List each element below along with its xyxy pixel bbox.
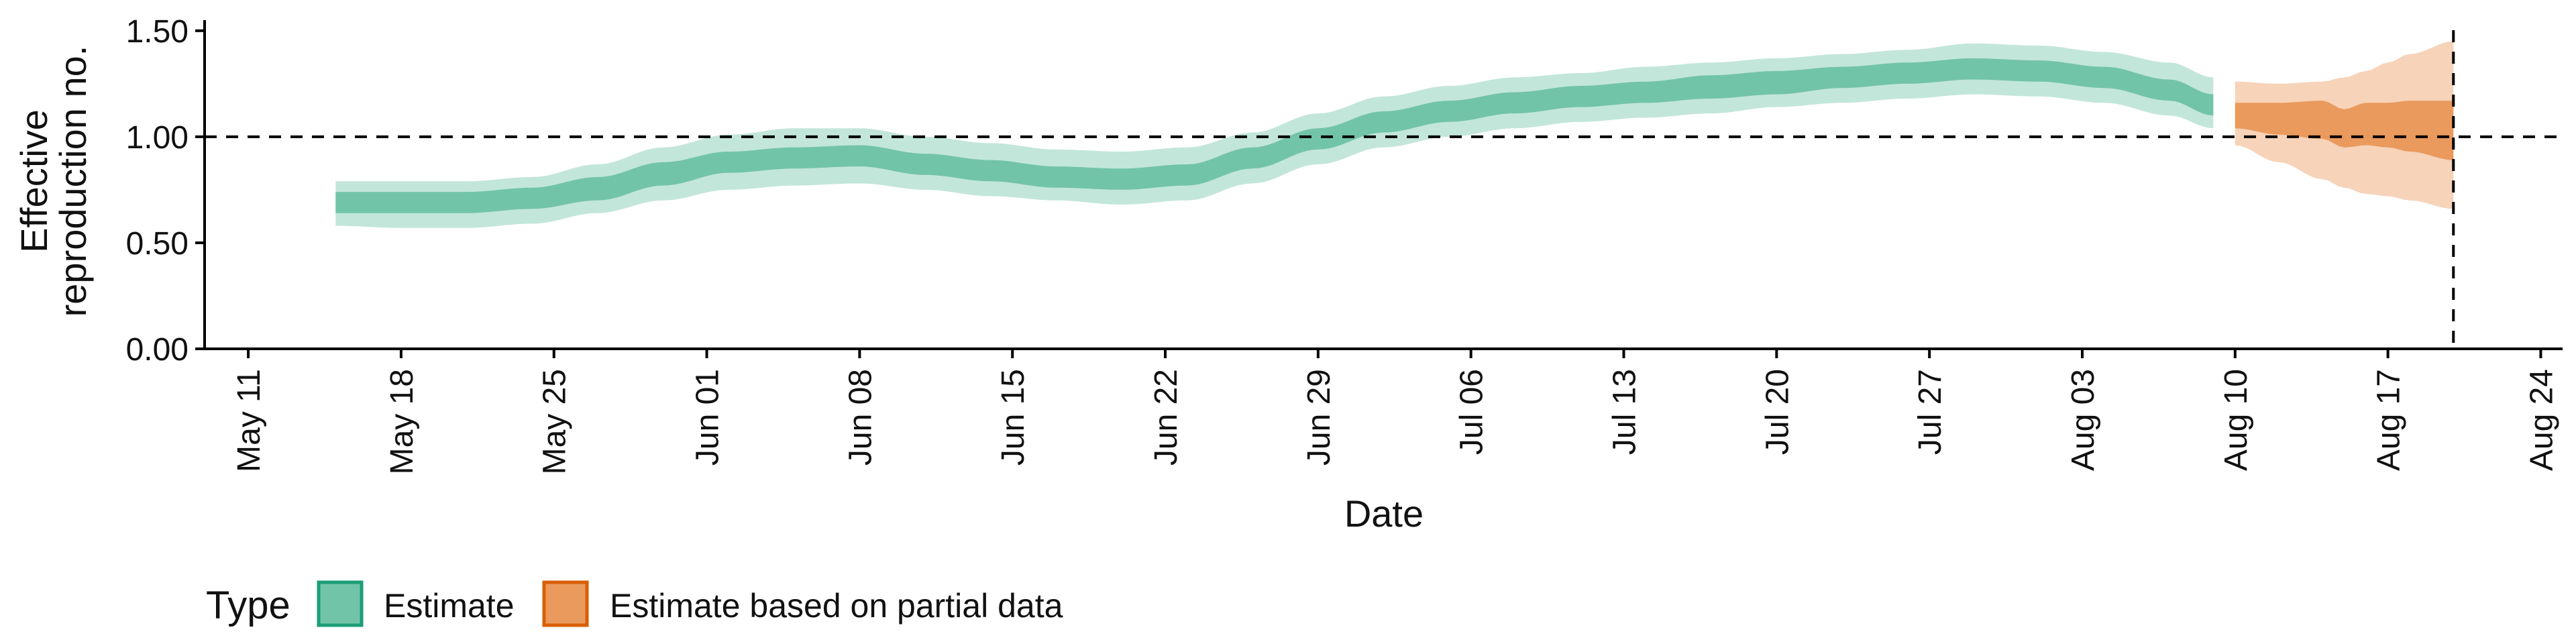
legend: Type Estimate Estimate based on partial … [206, 580, 1063, 627]
x-tick-label: Jun 15 [996, 369, 1031, 466]
y-tick-label: 1.50 [126, 14, 189, 50]
reference-lines [205, 30, 2563, 349]
legend-label-partial: Estimate based on partial data [610, 587, 1063, 625]
band-50-1 [2235, 101, 2454, 160]
x-tick-label: Aug 17 [2371, 369, 2407, 471]
legend-label-estimate: Estimate [384, 587, 515, 625]
y-tick-label: 0.50 [126, 226, 189, 262]
y-axis-label-line-1: Effective [13, 109, 55, 253]
legend-title: Type [206, 584, 290, 627]
y-axis-label-line-2: reproduction no. [52, 46, 94, 317]
x-tick-label: Aug 10 [2218, 369, 2254, 471]
x-tick-label: Jun 01 [690, 369, 726, 466]
y-tick-label: 1.00 [126, 120, 189, 156]
x-tick-label: May 25 [537, 369, 573, 474]
x-tick-label: Jun 29 [1301, 369, 1337, 466]
y-tick-label: 0.00 [126, 332, 189, 368]
legend-key-partial [542, 580, 589, 627]
x-tick-label: Jul 06 [1454, 369, 1490, 455]
x-tick-label: May 11 [231, 369, 267, 472]
x-tick-label: Aug 03 [2065, 369, 2101, 471]
x-tick-label: Jul 27 [1913, 369, 1948, 455]
x-tick-label: Aug 24 [2524, 369, 2560, 471]
x-tick-label: May 18 [384, 369, 420, 474]
x-tick-label: Jul 13 [1607, 369, 1643, 455]
x-tick-label: Jul 20 [1760, 369, 1795, 455]
x-tick-label: Jun 08 [843, 369, 878, 466]
legend-key-estimate [317, 580, 364, 627]
series-bands [335, 41, 2454, 228]
axes: 0.00 0.50 1.00 1.50 May 11 May 18 May 25 Jun 01… [126, 14, 2563, 474]
x-tick-label: Jun 22 [1148, 369, 1184, 466]
x-axis-label: Date [1344, 492, 1424, 535]
band-50-0 [335, 58, 2214, 213]
